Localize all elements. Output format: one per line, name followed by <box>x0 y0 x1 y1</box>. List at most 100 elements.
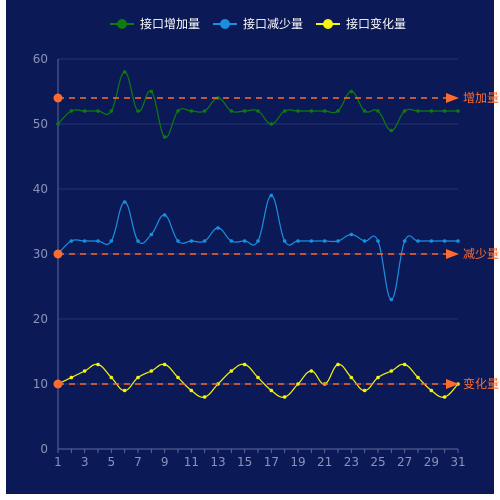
data-point[interactable] <box>296 109 300 113</box>
data-point[interactable] <box>282 395 287 399</box>
data-point[interactable] <box>122 200 127 204</box>
data-point[interactable] <box>429 388 434 393</box>
data-point[interactable] <box>402 362 407 367</box>
data-point[interactable] <box>69 109 74 113</box>
data-point[interactable] <box>202 395 207 399</box>
data-point[interactable] <box>256 109 260 113</box>
data-point[interactable] <box>189 109 194 113</box>
data-point[interactable] <box>416 375 420 380</box>
data-point[interactable] <box>242 109 247 113</box>
legend-item[interactable]: 接口减少量 <box>213 16 303 31</box>
grid-lines <box>58 58 458 385</box>
x-tick-label: 29 <box>424 455 439 469</box>
data-point[interactable] <box>362 239 367 243</box>
data-point[interactable] <box>442 395 447 399</box>
data-point[interactable] <box>402 109 407 113</box>
data-point[interactable] <box>82 239 87 243</box>
data-point[interactable] <box>229 239 234 243</box>
data-point[interactable] <box>309 239 314 243</box>
data-point[interactable] <box>349 232 354 237</box>
data-point[interactable] <box>109 109 114 113</box>
data-point[interactable] <box>229 369 234 373</box>
data-point[interactable] <box>96 239 100 243</box>
data-point[interactable] <box>69 239 74 243</box>
data-point[interactable] <box>162 135 167 139</box>
data-point[interactable] <box>136 375 140 380</box>
data-point[interactable] <box>202 109 207 113</box>
data-point[interactable] <box>256 375 260 380</box>
data-point[interactable] <box>96 109 100 113</box>
legend-label: 接口减少量 <box>243 16 303 31</box>
data-point[interactable] <box>109 375 114 380</box>
data-point[interactable] <box>336 239 340 243</box>
data-point[interactable] <box>429 109 434 113</box>
data-point[interactable] <box>282 109 287 113</box>
data-point[interactable] <box>416 109 420 113</box>
data-point[interactable] <box>256 239 260 243</box>
data-point[interactable] <box>216 226 220 230</box>
data-point[interactable] <box>416 239 420 243</box>
data-point[interactable] <box>149 232 154 237</box>
data-point[interactable] <box>282 239 287 243</box>
data-point[interactable] <box>362 388 367 393</box>
data-point[interactable] <box>69 375 74 380</box>
data-point[interactable] <box>349 375 354 380</box>
data-point[interactable] <box>376 109 380 113</box>
data-point[interactable] <box>376 375 380 380</box>
data-point[interactable] <box>269 388 274 393</box>
data-point[interactable] <box>82 109 87 113</box>
data-point[interactable] <box>389 297 394 302</box>
data-point[interactable] <box>149 369 154 373</box>
legend-item[interactable]: 接口增加量 <box>110 16 200 31</box>
data-point[interactable] <box>162 362 167 367</box>
data-point[interactable] <box>176 239 180 243</box>
data-point[interactable] <box>96 362 100 367</box>
data-point[interactable] <box>149 89 154 94</box>
legend-item[interactable]: 接口变化量 <box>316 16 406 31</box>
data-point[interactable] <box>109 239 114 243</box>
data-point[interactable] <box>122 388 127 393</box>
data-point[interactable] <box>456 239 460 243</box>
legend-symbol <box>117 19 127 29</box>
data-point[interactable] <box>56 122 60 126</box>
data-point[interactable] <box>189 388 194 393</box>
data-point[interactable] <box>362 109 367 113</box>
data-point[interactable] <box>402 239 407 243</box>
data-point[interactable] <box>229 109 234 113</box>
data-point[interactable] <box>349 89 354 94</box>
x-tick-label: 17 <box>264 455 279 469</box>
data-point[interactable] <box>242 362 247 367</box>
data-point[interactable] <box>456 109 460 113</box>
data-point[interactable] <box>176 109 180 113</box>
data-point[interactable] <box>309 109 314 113</box>
data-point[interactable] <box>82 369 87 373</box>
data-point[interactable] <box>429 239 434 243</box>
data-point[interactable] <box>442 109 447 113</box>
data-point[interactable] <box>189 239 194 243</box>
data-point[interactable] <box>296 239 300 243</box>
data-point[interactable] <box>442 239 447 243</box>
data-point[interactable] <box>389 128 394 133</box>
data-point[interactable] <box>136 239 140 243</box>
data-point[interactable] <box>336 362 340 367</box>
data-point[interactable] <box>176 375 180 380</box>
data-point[interactable] <box>336 109 340 113</box>
data-point[interactable] <box>202 239 207 243</box>
x-tick-label: 5 <box>108 455 116 469</box>
data-point[interactable] <box>269 193 274 198</box>
mark-line-start <box>53 93 63 103</box>
data-point[interactable] <box>136 109 140 113</box>
x-tick-label: 3 <box>81 455 89 469</box>
data-point[interactable] <box>269 122 274 126</box>
data-point[interactable] <box>376 239 380 243</box>
data-point[interactable] <box>122 70 127 74</box>
data-point[interactable] <box>162 213 167 217</box>
data-point[interactable] <box>296 382 300 386</box>
data-point[interactable] <box>309 369 314 373</box>
x-tick-label: 1 <box>54 455 62 469</box>
data-point[interactable] <box>389 369 394 373</box>
data-point[interactable] <box>242 239 247 243</box>
data-point[interactable] <box>322 109 327 113</box>
data-point[interactable] <box>322 239 327 243</box>
